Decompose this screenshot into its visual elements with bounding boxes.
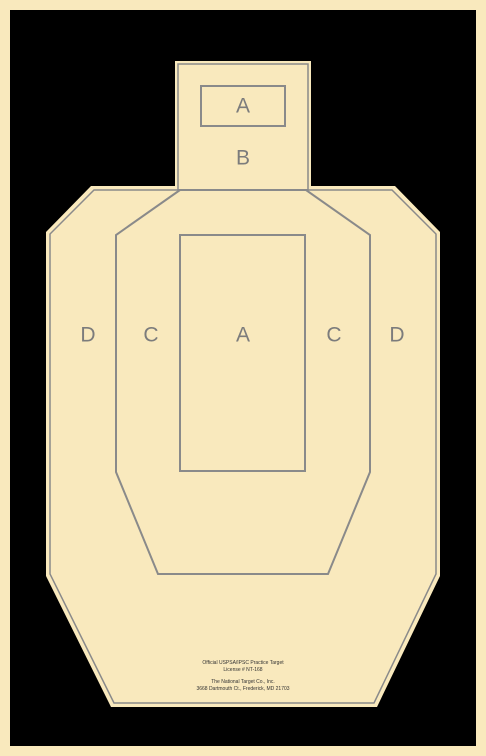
head-a-zone [200,85,286,127]
target-silhouette [46,61,440,707]
c-right-label: C [326,324,341,347]
head-b-label: B [236,147,250,170]
body-a-zone [179,234,306,472]
d-left-label: D [80,324,95,347]
head-a-label: A [236,95,250,118]
d-right-label: D [389,324,404,347]
body-a-label: A [236,324,250,347]
footer-line-2: License # NT-168 [223,667,262,673]
footer-line-1: Official USPSA/IPSC Practice Target [202,660,284,666]
c-left-label: C [143,324,158,347]
c-zone-outline [115,189,371,575]
footer-line-3: The National Target Co., Inc. [211,679,275,685]
footer-line-4: 3668 Dartmouth Ct., Frederick, MD 21703 [196,686,289,692]
